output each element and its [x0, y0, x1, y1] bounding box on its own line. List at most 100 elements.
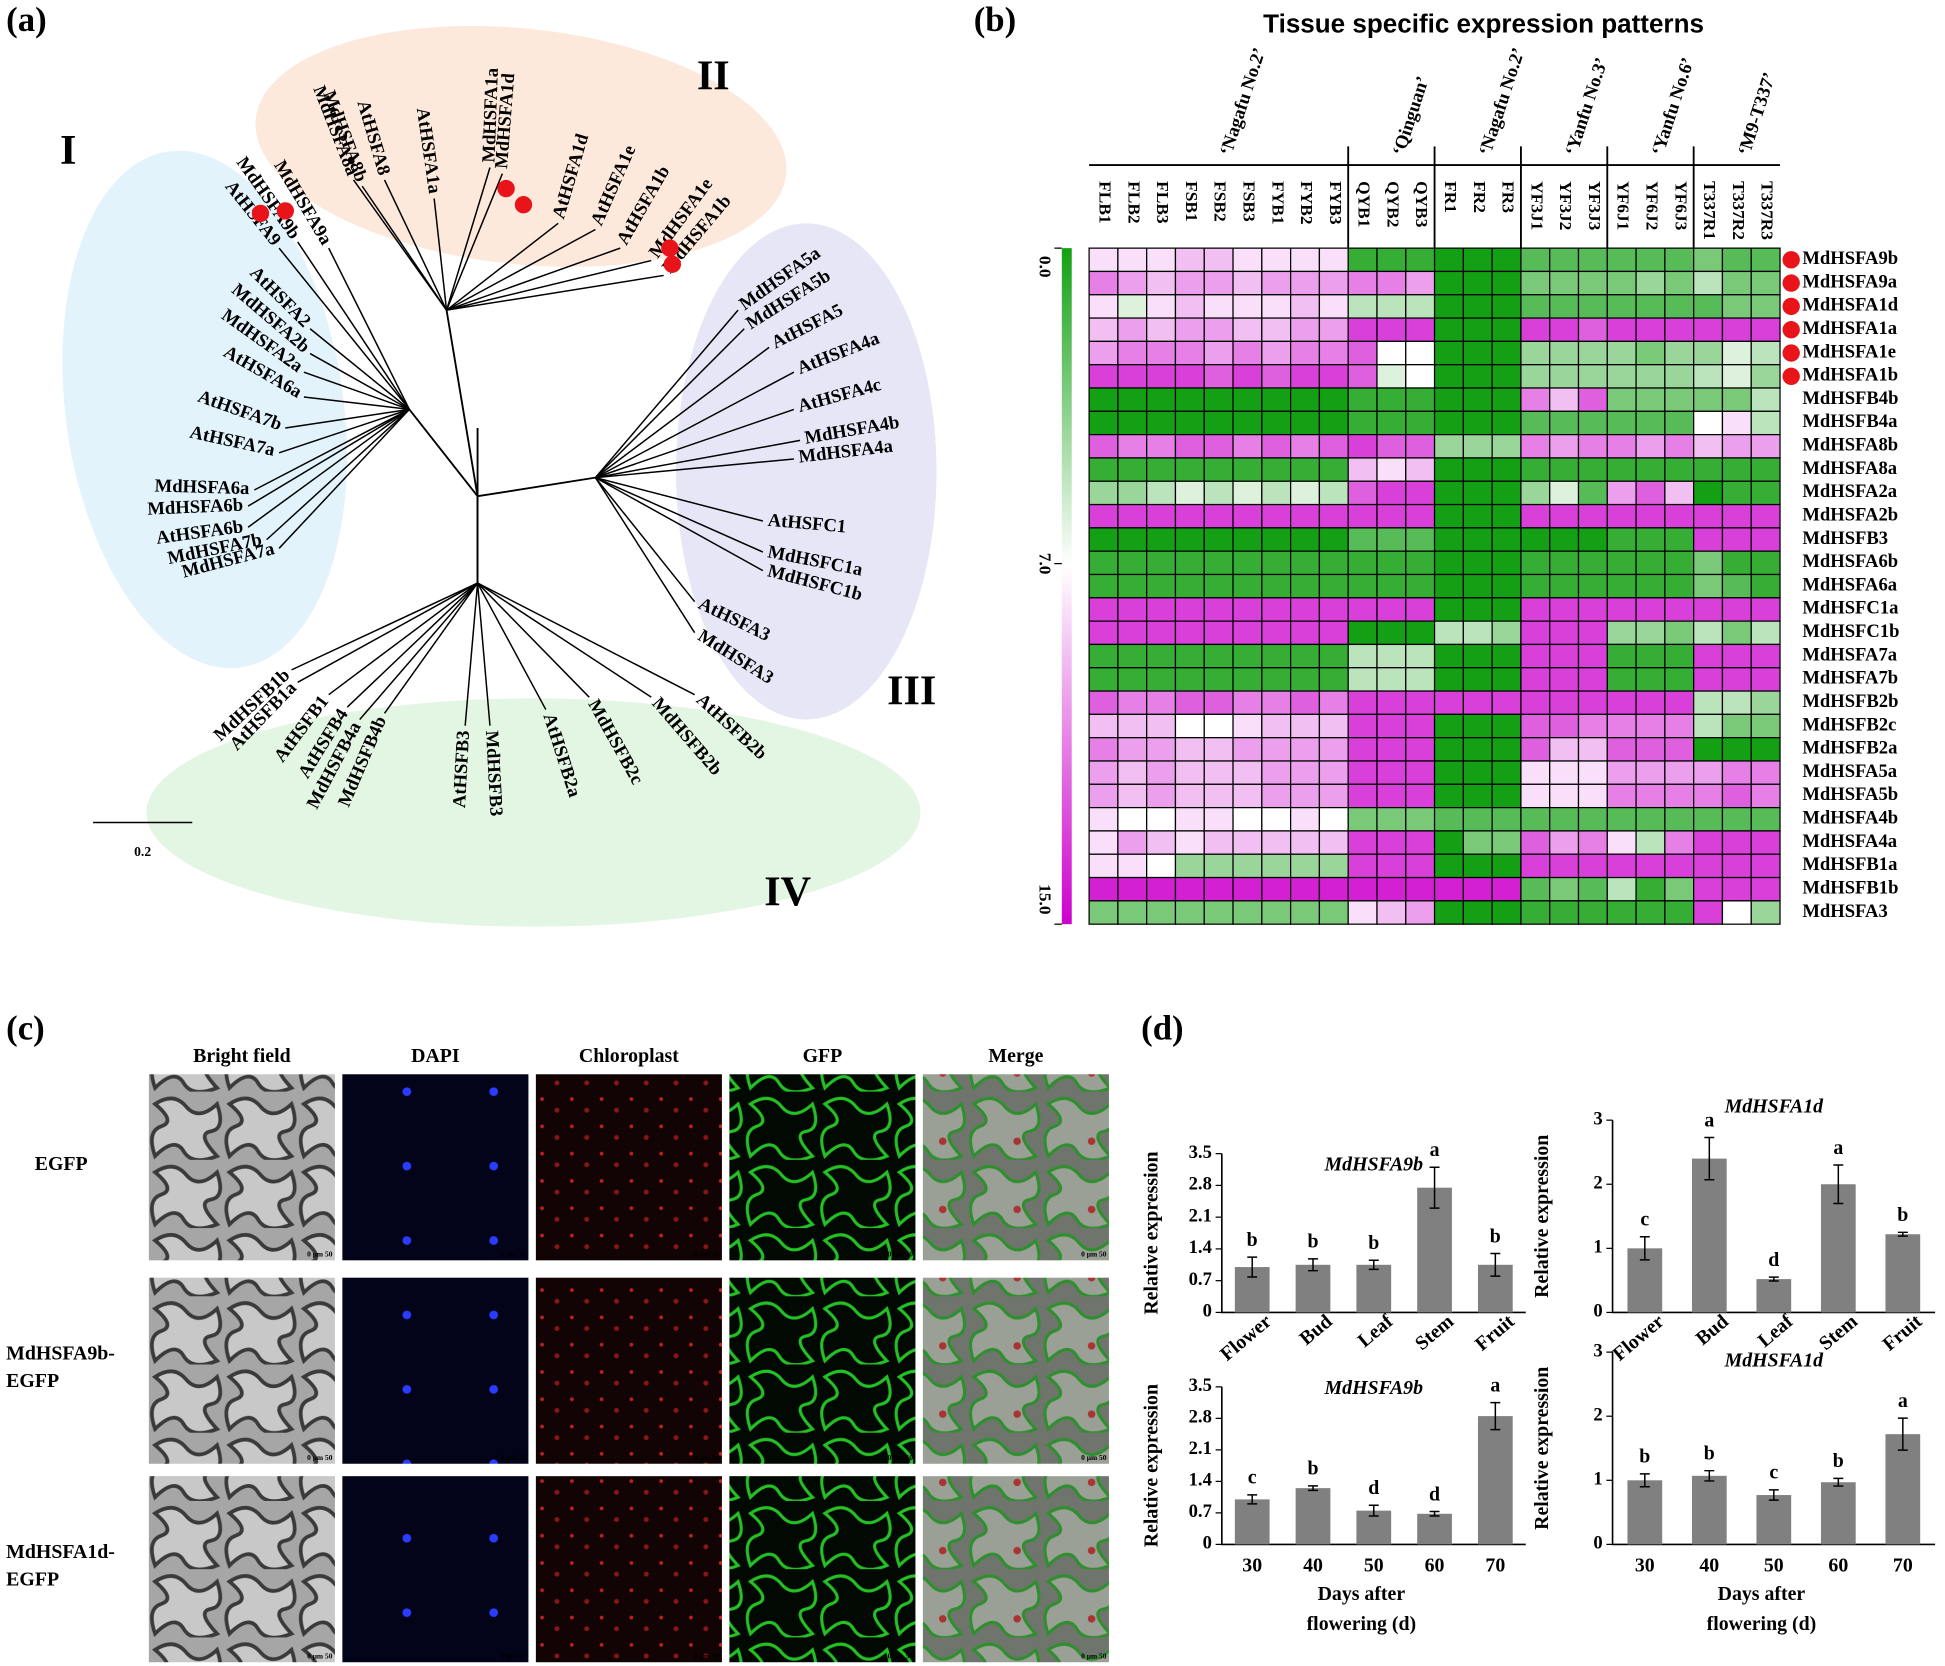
- error-bar: [1833, 1164, 1844, 1205]
- heat-cell: [1520, 667, 1551, 692]
- column-label: FSB1: [1182, 181, 1201, 222]
- x-tick-label: Stem: [1815, 1310, 1862, 1355]
- heat-cell: [1174, 294, 1205, 319]
- x-tick-label: Fruit: [1471, 1310, 1519, 1355]
- heat-cell: [1347, 783, 1378, 809]
- heat-cell: [1289, 900, 1321, 925]
- heat-cell: [1433, 783, 1464, 809]
- heat-cell: [1318, 713, 1349, 739]
- heat-cell: [1174, 434, 1205, 459]
- heat-cell: [1376, 760, 1407, 785]
- heat-cell: [1117, 713, 1148, 739]
- heat-cell: [1232, 480, 1263, 506]
- heat-cell: [1693, 550, 1724, 576]
- heat-cell: [1203, 853, 1234, 879]
- heat-cell: [1491, 503, 1522, 529]
- heat-cell: [1232, 690, 1263, 715]
- heat-cell: [1405, 270, 1436, 296]
- heat-cell: [1635, 853, 1666, 879]
- y-tick-label: 2: [1593, 1173, 1602, 1194]
- heat-cell: [1750, 620, 1781, 646]
- heat-cell: [1549, 643, 1580, 669]
- row-label: MdHSFB2b: [1802, 691, 1898, 712]
- x-axis-label: flowering (d): [1307, 1613, 1417, 1635]
- heat-cell: [1088, 247, 1119, 273]
- heat-cell: [1664, 340, 1695, 366]
- micro-scale: 0 μm 50: [1081, 1652, 1107, 1661]
- heat-cell: [1433, 317, 1464, 343]
- heat-cell: [1261, 643, 1292, 669]
- heat-cell: [1347, 760, 1378, 785]
- heat-cell: [1491, 876, 1522, 902]
- heat-cell: [1635, 340, 1666, 366]
- heat-cell: [1405, 667, 1436, 692]
- significance-letter: b: [1307, 1231, 1318, 1253]
- micrograph: [729, 1277, 916, 1464]
- heat-cell: [1549, 806, 1580, 832]
- heat-cell: [1520, 597, 1551, 622]
- heat-cell: [1606, 410, 1637, 436]
- heat-cell: [1117, 550, 1148, 576]
- heat-cell: [1347, 294, 1378, 319]
- micro-scale: 0 μm 50: [888, 1250, 914, 1259]
- heat-cell: [1088, 270, 1119, 296]
- heat-cell: [1174, 364, 1205, 389]
- heat-cell: [1376, 480, 1407, 506]
- heat-cell: [1606, 247, 1637, 273]
- heat-cell: [1462, 247, 1493, 273]
- heat-cell: [1376, 340, 1407, 366]
- heat-cell: [1750, 573, 1781, 599]
- micro-scale: 0 μm 50: [888, 1453, 914, 1462]
- heat-cell: [1606, 806, 1637, 832]
- panel-label: (d): [1141, 1009, 1183, 1048]
- heat-cell: [1318, 340, 1349, 366]
- heat-cell: [1549, 667, 1580, 692]
- heat-cell: [1664, 760, 1695, 785]
- bar-charts: 0 0.7 1.4 2.1 2.8 3.5 Relative expression MdHSF…: [1140, 1095, 1936, 1635]
- heat-cell: [1203, 620, 1234, 646]
- heat-cell: [1721, 737, 1752, 762]
- heat-cell: [1289, 737, 1321, 762]
- significance-letter: a: [1430, 1139, 1440, 1161]
- heat-cell: [1088, 364, 1119, 389]
- heat-cell: [1289, 340, 1321, 366]
- heat-cell: [1376, 503, 1407, 529]
- heat-cell: [1318, 597, 1349, 622]
- y-tick-label: 3.5: [1189, 1142, 1212, 1163]
- heat-cell: [1750, 783, 1781, 809]
- error-bar: [1368, 1259, 1379, 1271]
- branch: [328, 247, 411, 410]
- heat-cell: [1232, 317, 1263, 343]
- heat-cell: [1261, 527, 1292, 552]
- heat-cell: [1289, 410, 1321, 436]
- heat-cell: [1088, 876, 1119, 902]
- x-tick-label: 70: [1485, 1554, 1505, 1576]
- heat-cell: [1635, 387, 1666, 412]
- row-label: EGFP: [6, 1568, 59, 1590]
- branch: [266, 408, 410, 541]
- heat-cell: [1347, 690, 1378, 715]
- significance-letter: b: [1368, 1232, 1379, 1254]
- column-label: FYB1: [1268, 181, 1287, 224]
- branch: [278, 247, 410, 410]
- heat-cell: [1405, 573, 1436, 599]
- column-label: FSB3: [1239, 181, 1258, 222]
- column-label: YF3J2: [1556, 181, 1575, 230]
- heat-cell: [1462, 573, 1493, 599]
- heat-cell: [1577, 830, 1608, 855]
- heat-cell: [1433, 760, 1464, 785]
- heat-cell: [1577, 900, 1608, 925]
- heat-cell: [1203, 830, 1234, 855]
- heat-cell: [1693, 387, 1724, 412]
- branch: [303, 396, 410, 411]
- heat-cell: [1289, 550, 1321, 576]
- heatmap: Tissue specific expression patterns FLB1 F…: [1035, 8, 1899, 925]
- branch: [595, 408, 795, 479]
- heat-cell: [1232, 597, 1263, 622]
- heat-cell: [1433, 410, 1464, 436]
- x-tick-label: Bud: [1295, 1310, 1336, 1350]
- micrograph: [342, 1476, 529, 1663]
- branch: [595, 458, 794, 479]
- heat-cell: [1405, 503, 1436, 529]
- heat-cell: [1462, 876, 1493, 902]
